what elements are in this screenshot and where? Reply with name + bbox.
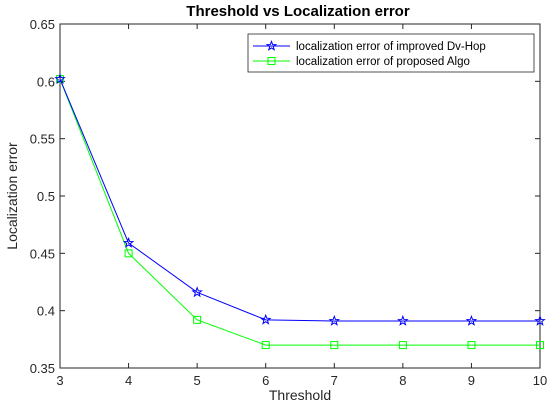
y-tick-label: 0.45 — [30, 246, 55, 261]
y-tick-label: 0.4 — [37, 304, 55, 319]
data-point — [534, 314, 546, 326]
x-tick-label: 5 — [194, 373, 201, 388]
data-point — [397, 314, 409, 326]
data-point — [330, 341, 339, 350]
legend-label: localization error of proposed Algo — [296, 56, 470, 68]
series-1 — [54, 72, 546, 326]
legend-box — [247, 33, 535, 73]
data-point — [193, 315, 202, 324]
y-axis-label: Localization error — [4, 142, 20, 250]
y-tick-label: 0.65 — [30, 17, 55, 32]
axes-box — [59, 23, 541, 369]
legend-marker — [267, 57, 276, 65]
data-point — [259, 313, 272, 325]
series-line — [59, 78, 540, 322]
x-tick-label: 7 — [331, 373, 338, 388]
plot-area: 3 4 5 6 7 8 9 10 0.35 0.4 0.45 0.5 0.55 0.6 0.65 — [30, 17, 548, 388]
series-line — [59, 78, 540, 346]
axis-ticks: 3 4 5 6 7 8 9 10 0.35 0.4 0.45 0.5 0.55 0.6 0.65 — [30, 17, 548, 388]
x-tick-label: 8 — [399, 373, 406, 388]
y-tick-label: 0.5 — [37, 189, 55, 204]
legend-entry: localization error of improved Dv-Hop — [253, 39, 486, 53]
legend: localization error of improved Dv-Hop loc… — [247, 33, 535, 73]
y-tick-label: 0.55 — [30, 132, 55, 147]
data-point — [191, 286, 203, 298]
x-tick-label: 6 — [262, 373, 269, 388]
x-tick-label: 9 — [468, 373, 475, 388]
y-tick-label: 0.6 — [37, 74, 55, 89]
data-point — [536, 341, 544, 350]
data-point — [467, 341, 476, 350]
x-tick-label: 4 — [125, 373, 132, 388]
data-point — [465, 314, 478, 326]
series-layer — [54, 72, 546, 350]
data-point — [124, 249, 133, 258]
legend-marker — [265, 39, 278, 51]
chart-title: Threshold vs Localization error — [186, 3, 410, 20]
data-point — [122, 236, 135, 248]
data-point — [398, 341, 407, 350]
x-tick-label: 10 — [533, 373, 547, 388]
x-tick-label: 3 — [56, 373, 63, 388]
legend-label: localization error of improved Dv-Hop — [296, 41, 486, 53]
data-point — [328, 314, 341, 326]
legend-entry: localization error of proposed Algo — [253, 56, 470, 68]
data-point — [261, 341, 270, 350]
data-point — [54, 72, 66, 84]
x-axis-label: Threshold — [269, 387, 331, 403]
y-tick-label: 0.35 — [30, 361, 55, 376]
